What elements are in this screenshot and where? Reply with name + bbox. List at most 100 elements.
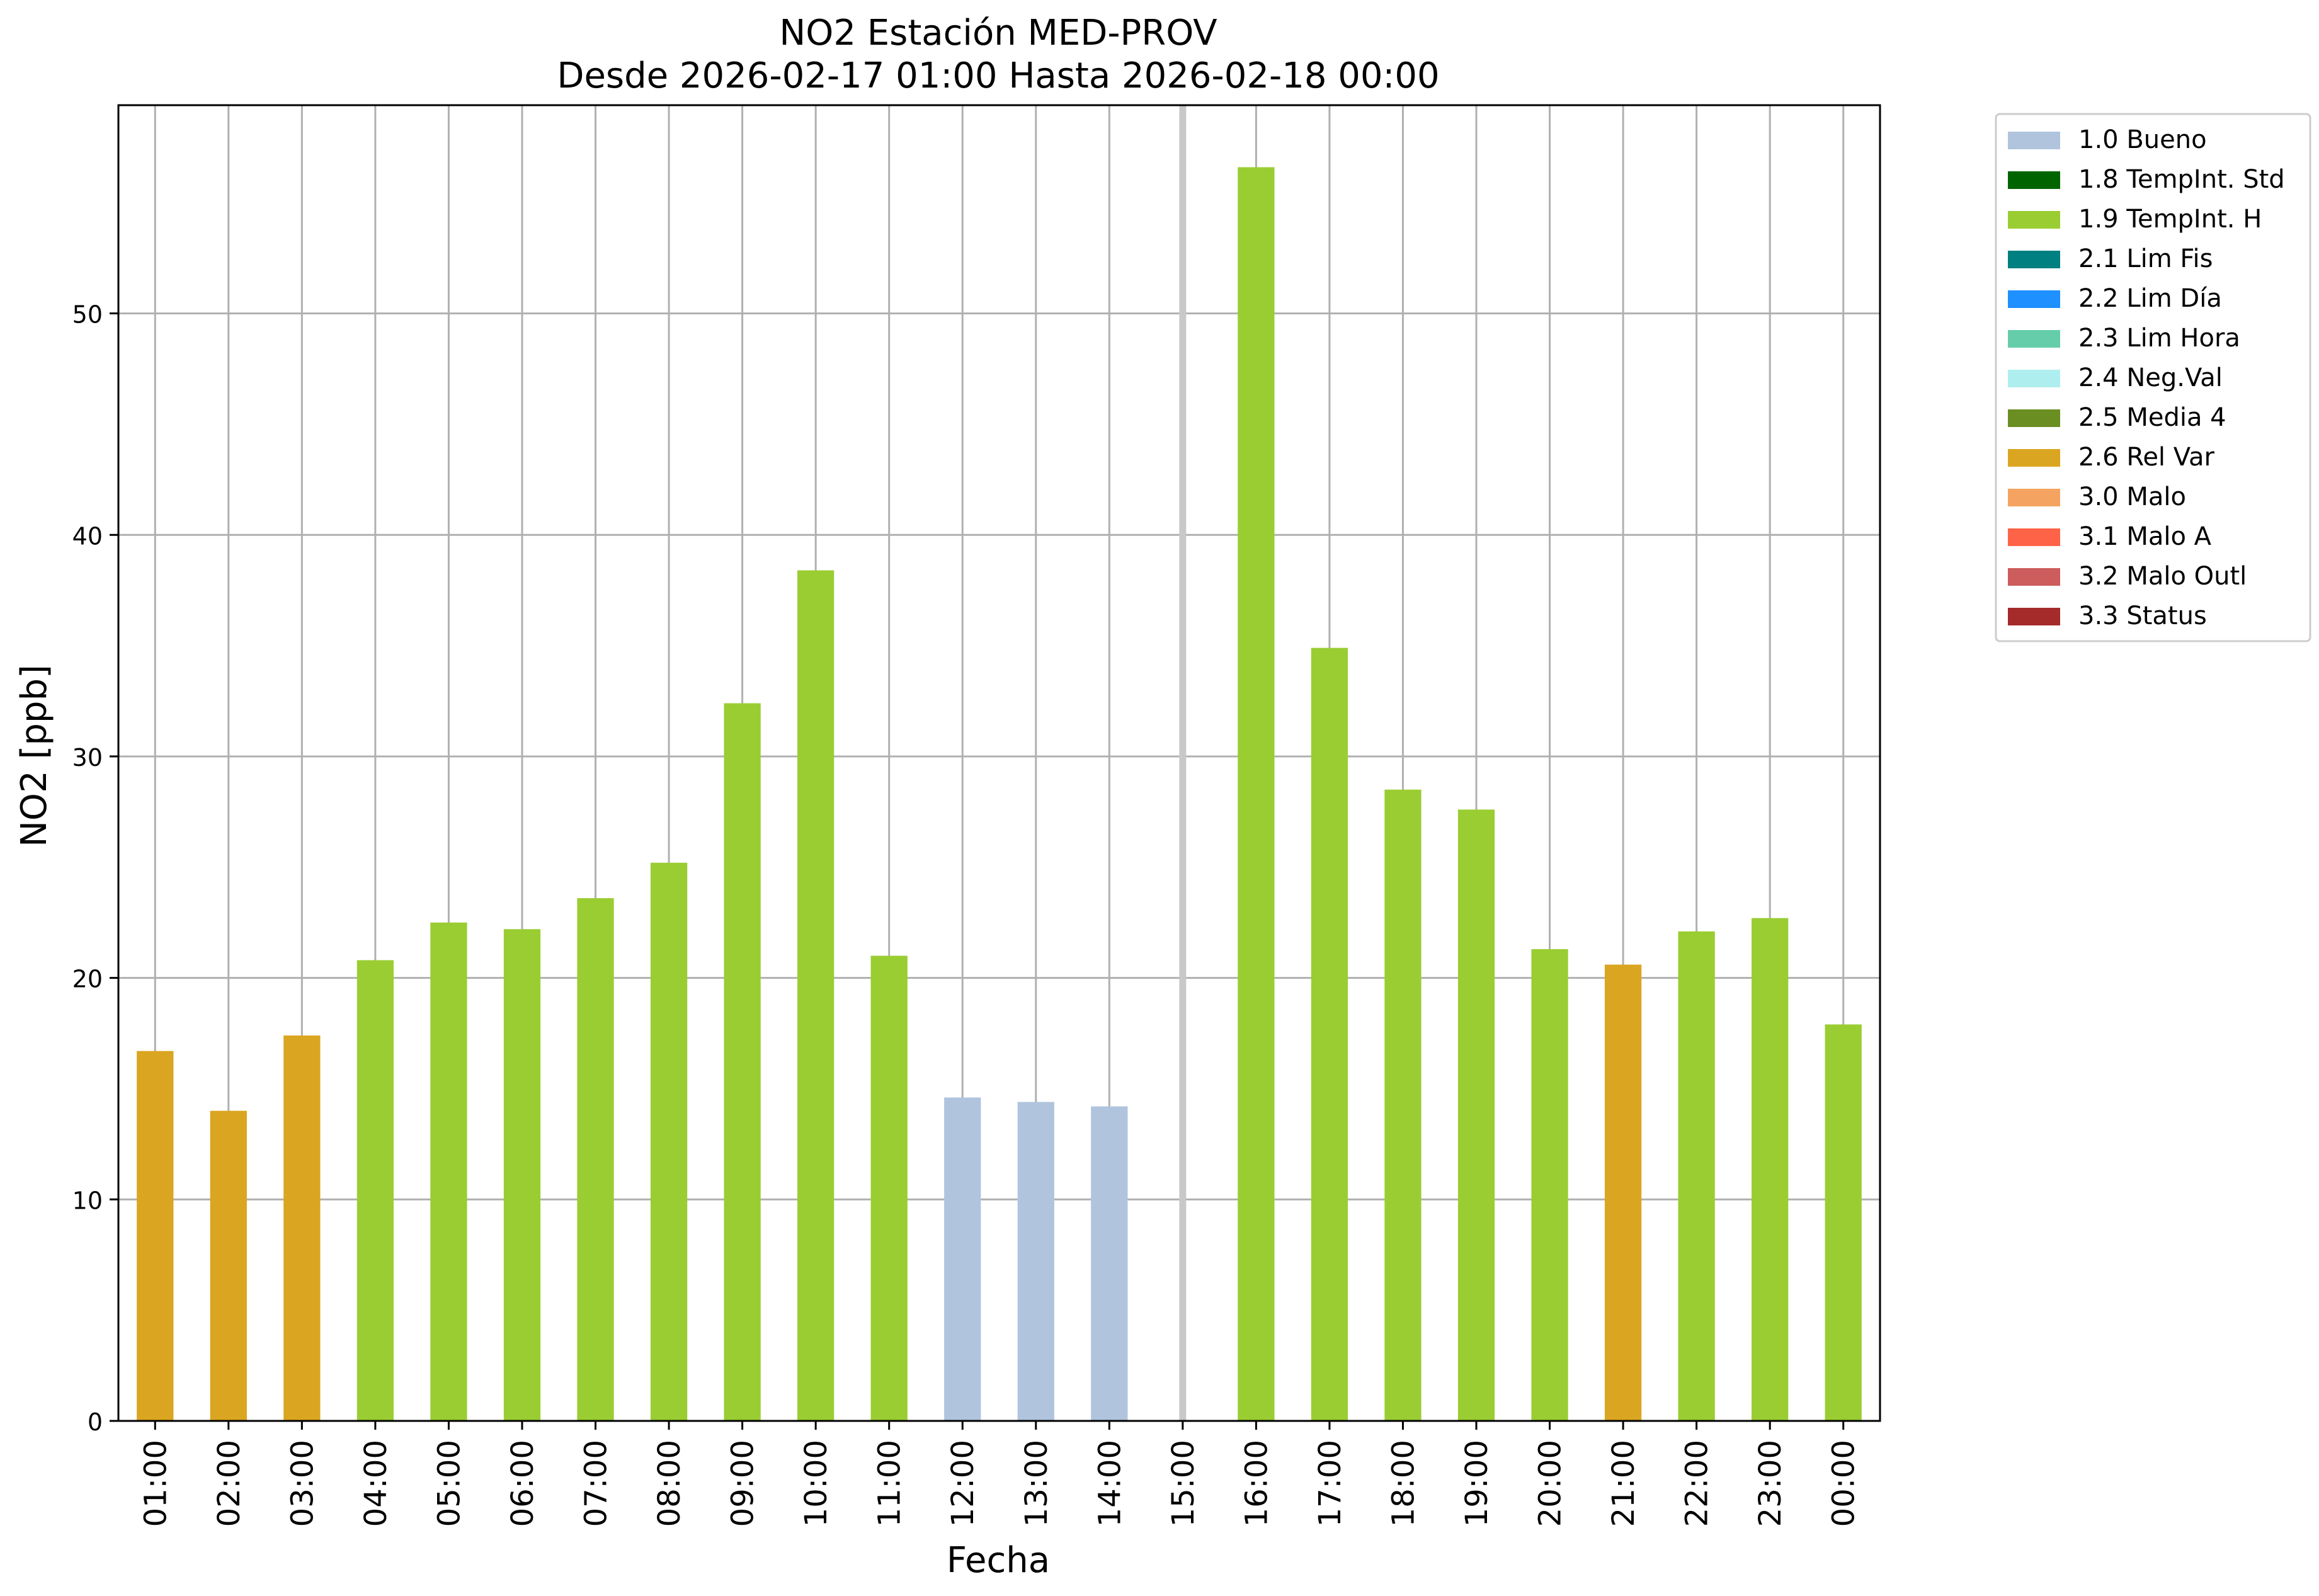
legend-label: 2.3 Lim Hora xyxy=(2078,324,2240,353)
y-axis-label: NO2 [ppb] xyxy=(14,664,55,847)
bar-0800 xyxy=(650,862,688,1421)
bar-0200 xyxy=(210,1110,247,1421)
legend-swatch xyxy=(2008,290,2060,308)
bar-0900 xyxy=(724,703,761,1421)
legend-label: 2.1 Lim Fis xyxy=(2078,244,2213,273)
x-tick-label: 07:00 xyxy=(579,1440,614,1527)
x-tick-label: 05:00 xyxy=(431,1440,467,1527)
legend-item: 2.2 Lim Día xyxy=(2008,284,2222,313)
x-tick-label: 09:00 xyxy=(726,1440,761,1527)
x-tick-label: 02:00 xyxy=(212,1440,247,1527)
bar-2100 xyxy=(1604,964,1642,1421)
bar-1700 xyxy=(1311,647,1348,1421)
legend-item: 3.0 Malo xyxy=(2008,482,2186,511)
legend-label: 3.0 Malo xyxy=(2078,482,2186,511)
x-tick-label: 06:00 xyxy=(505,1440,540,1527)
x-tick-label: 17:00 xyxy=(1313,1440,1348,1527)
y-tick-label: 50 xyxy=(72,301,103,329)
legend-swatch xyxy=(2008,132,2060,149)
bar-0400 xyxy=(356,960,394,1421)
x-tick-label: 21:00 xyxy=(1606,1440,1641,1527)
legend-item: 2.4 Neg.Val xyxy=(2008,363,2223,392)
legend-frame xyxy=(1995,113,2311,642)
bar-2300 xyxy=(1752,918,1789,1421)
x-tick-label: 22:00 xyxy=(1680,1440,1715,1527)
legend-item: 1.8 TempInt. Std xyxy=(2008,165,2285,194)
chart-title: NO2 Estación MED-PROV xyxy=(779,13,1217,54)
legend-label: 3.2 Malo Outl xyxy=(2078,562,2247,591)
plot-frame xyxy=(117,104,1881,1422)
legend-swatch xyxy=(2008,370,2060,387)
x-tick-label: 10:00 xyxy=(799,1440,834,1527)
legend-label: 3.3 Status xyxy=(2078,601,2207,630)
legend-label: 2.5 Media 4 xyxy=(2078,403,2226,432)
y-tick-label: 0 xyxy=(88,1408,103,1436)
legend-label: 3.1 Malo A xyxy=(2078,522,2212,551)
legend-swatch xyxy=(2008,171,2060,189)
legend-item: 3.3 Status xyxy=(2008,601,2207,630)
legend-item: 2.1 Lim Fis xyxy=(2008,244,2213,273)
x-tick-label: 16:00 xyxy=(1239,1440,1274,1527)
bar-2200 xyxy=(1678,931,1715,1421)
y-tick-label: 20 xyxy=(72,966,103,993)
x-tick-label: 00:00 xyxy=(1826,1440,1862,1527)
legend-label: 2.2 Lim Día xyxy=(2078,284,2222,313)
bar-1900 xyxy=(1457,809,1495,1421)
legend-item: 3.2 Malo Outl xyxy=(2008,562,2247,591)
y-tick-label: 10 xyxy=(72,1187,103,1214)
legend-label: 1.0 Bueno xyxy=(2078,125,2207,154)
bars xyxy=(137,167,1862,1421)
bar-1100 xyxy=(870,955,908,1421)
legend-label: 2.6 Rel Var xyxy=(2078,443,2215,472)
bar-0500 xyxy=(430,922,467,1421)
x-tick-label: 20:00 xyxy=(1533,1440,1568,1527)
x-tick-label: 03:00 xyxy=(285,1440,320,1527)
legend-label: 1.8 TempInt. Std xyxy=(2078,165,2285,194)
legend-item: 2.3 Lim Hora xyxy=(2008,324,2240,353)
chart-subtitle: Desde 2026-02-17 01:00 Hasta 2026-02-18 … xyxy=(557,55,1439,96)
bar-0100 xyxy=(137,1051,174,1421)
x-tick-label: 11:00 xyxy=(872,1440,908,1527)
bar-0700 xyxy=(577,898,614,1421)
x-tick-label: 04:00 xyxy=(358,1440,394,1527)
x-tick-label: 15:00 xyxy=(1166,1440,1201,1527)
x-axis-ticks: 01:00 02:00 03:00 04:00 05:00 06:00 07:00 08:00… xyxy=(138,1421,1862,1527)
legend-swatch xyxy=(2008,251,2060,268)
x-tick-label: 08:00 xyxy=(652,1440,687,1527)
bar-1800 xyxy=(1384,789,1422,1421)
legend-item: 2.5 Media 4 xyxy=(2008,403,2226,432)
legend-swatch xyxy=(2008,568,2060,586)
legend-item: 1.0 Bueno xyxy=(2008,125,2207,154)
x-axis-label: Fecha xyxy=(947,1540,1050,1581)
x-tick-label: 14:00 xyxy=(1092,1440,1127,1527)
bar-2000 xyxy=(1531,949,1568,1421)
bar-1300 xyxy=(1017,1102,1054,1421)
legend-swatch xyxy=(2008,608,2060,625)
bar-0000 xyxy=(1825,1024,1862,1421)
legend-item: 1.9 TempInt. H xyxy=(2008,205,2262,234)
legend-swatch xyxy=(2008,449,2060,467)
bar-1200 xyxy=(944,1097,981,1421)
x-tick-label: 18:00 xyxy=(1386,1440,1421,1527)
x-tick-label: 23:00 xyxy=(1753,1440,1788,1527)
bar-1000 xyxy=(797,570,835,1421)
legend-swatch xyxy=(2008,211,2060,229)
bar-0600 xyxy=(503,929,541,1421)
bar-0300 xyxy=(283,1035,321,1421)
x-tick-label: 13:00 xyxy=(1019,1440,1054,1527)
legend-swatch xyxy=(2008,489,2060,506)
legend-swatch xyxy=(2008,409,2060,427)
legend-label: 2.4 Neg.Val xyxy=(2078,363,2223,392)
y-tick-label: 30 xyxy=(72,744,103,772)
bar-1400 xyxy=(1091,1106,1128,1421)
legend-item: 2.6 Rel Var xyxy=(2008,443,2215,472)
legend-swatch xyxy=(2008,330,2060,348)
bar-1600 xyxy=(1238,167,1275,1421)
legend-label: 1.9 TempInt. H xyxy=(2078,205,2262,234)
legend-item: 3.1 Malo A xyxy=(2008,522,2212,551)
x-tick-label: 19:00 xyxy=(1459,1440,1495,1527)
x-tick-label: 12:00 xyxy=(945,1440,981,1527)
y-tick-label: 40 xyxy=(72,522,103,550)
legend-swatch xyxy=(2008,528,2060,546)
